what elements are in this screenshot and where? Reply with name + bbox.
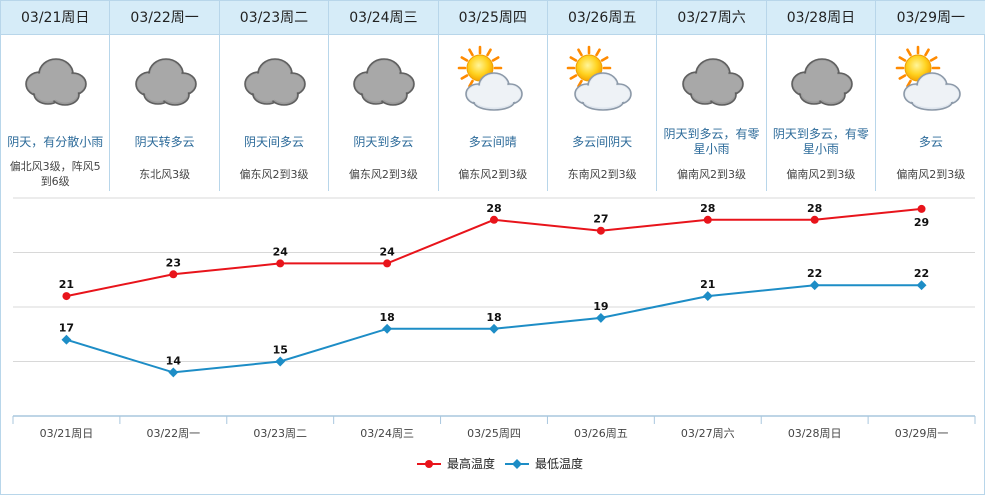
day-weather-desc: 阴天到多云，有零星小雨 xyxy=(772,127,869,156)
day-wind: 东北风3级 xyxy=(139,167,191,181)
low-temp-point xyxy=(809,280,820,291)
day-date: 03/29周一 xyxy=(876,1,985,35)
day-weather-desc: 阴天到多云，有零星小雨 xyxy=(663,127,760,156)
day-weather-desc: 阴天到多云 xyxy=(353,134,414,149)
high-temp-label: 27 xyxy=(593,213,608,226)
high-temp-label: 24 xyxy=(273,245,289,258)
legend-low-marker xyxy=(512,459,522,469)
high-temp-label: 24 xyxy=(379,245,395,258)
day-wind: 偏南风2到3级 xyxy=(786,167,856,181)
low-temp-point xyxy=(595,312,606,323)
low-temp-point xyxy=(168,367,179,378)
overcast-cloud-icon xyxy=(1,35,109,127)
day-wind: 偏南风2到3级 xyxy=(677,167,747,181)
day-wind: 偏东风2到3级 xyxy=(239,167,309,181)
day-date: 03/27周六 xyxy=(657,1,766,35)
sun-cloud-icon xyxy=(548,35,656,127)
day-column-6: 03/26周五 多云间阴天 东南风2到3级 xyxy=(547,1,658,191)
day-columns: 03/21周日 阴天，有分散小雨 偏北风3级，阵风5到6级 03/22周一 xyxy=(1,1,985,191)
high-temp-point xyxy=(276,259,285,268)
overcast-cloud-icon xyxy=(657,35,765,127)
day-wind: 偏北风3级，阵风5到6级 xyxy=(9,160,101,188)
high-temp-point xyxy=(917,204,926,213)
x-tick-label: 03/21周日 xyxy=(40,427,94,440)
low-temp-label: 19 xyxy=(593,300,608,313)
day-wind: 偏东风2到3级 xyxy=(348,167,418,181)
day-column-5: 03/25周四 多云间晴 偏东风2到3级 xyxy=(438,1,548,191)
high-temp-label: 28 xyxy=(807,202,822,215)
day-column-7: 03/27周六 阴天到多云，有零星小雨 偏南风2到3级 xyxy=(657,1,767,191)
day-weather-desc: 阴天转多云 xyxy=(134,134,195,149)
x-tick-label: 03/22周一 xyxy=(146,427,200,440)
high-temp-point xyxy=(169,270,178,279)
day-date: 03/28周日 xyxy=(766,1,876,35)
low-temp-label: 22 xyxy=(807,267,822,280)
x-tick-label: 03/25周四 xyxy=(467,427,521,440)
overcast-cloud-icon xyxy=(110,35,218,127)
day-weather-desc: 多云间阴天 xyxy=(572,134,633,149)
x-tick-label: 03/29周一 xyxy=(895,427,949,440)
day-wind: 偏东风2到3级 xyxy=(458,167,528,181)
low-temp-label: 18 xyxy=(486,311,501,324)
day-column-2: 03/22周一 阴天转多云 东北风3级 xyxy=(110,1,220,191)
sun-cloud-icon xyxy=(439,35,547,127)
day-date: 03/22周一 xyxy=(110,1,219,35)
legend-high-marker xyxy=(425,460,433,468)
high-temp-point xyxy=(62,292,71,301)
high-temp-label: 28 xyxy=(486,202,501,215)
day-column-1: 03/21周日 阴天，有分散小雨 偏北风3级，阵风5到6级 xyxy=(1,1,111,191)
day-date: 03/23周二 xyxy=(219,1,329,35)
high-temp-label: 29 xyxy=(914,216,929,229)
high-temp-point xyxy=(810,215,819,224)
day-column-9: 03/29周一 多云 偏南风2到3级 xyxy=(876,1,985,191)
low-temp-point xyxy=(275,356,286,367)
day-date: 03/26周五 xyxy=(547,1,657,35)
x-tick-label: 03/28周日 xyxy=(788,427,842,440)
temperature-chart-svg: 03/21周日 03/22周一 03/23周二 03/24周三 03/25周四 03/26… xyxy=(12,197,976,471)
day-date: 03/21周日 xyxy=(1,1,110,35)
low-temp-point xyxy=(702,291,713,302)
day-column-3: 03/23周二 阴天间多云 偏东风2到3级 xyxy=(219,1,330,191)
low-temp-label: 22 xyxy=(914,267,929,280)
day-column-8: 03/28周日 阴天到多云，有零星小雨 偏南风2到3级 xyxy=(766,1,877,191)
high-temp-label: 28 xyxy=(700,202,715,215)
legend-high-label: 最高温度 xyxy=(447,456,495,471)
high-temp-point xyxy=(596,226,605,235)
legend-low-label: 最低温度 xyxy=(535,456,583,471)
day-column-4: 03/24周三 阴天到多云 偏东风2到3级 xyxy=(329,1,439,191)
high-temp-label: 23 xyxy=(166,256,181,269)
low-temp-point xyxy=(61,334,72,345)
low-temp-label: 17 xyxy=(59,322,74,335)
overcast-cloud-icon xyxy=(220,35,328,127)
day-date: 03/24周三 xyxy=(329,1,438,35)
high-temp-label: 21 xyxy=(59,278,74,291)
high-temp-point xyxy=(490,215,498,224)
high-temp-point xyxy=(383,259,392,268)
day-wind: 东南风2到3级 xyxy=(567,167,637,181)
low-temp-label: 14 xyxy=(166,354,182,367)
temperature-chart: 03/21周日 03/22周一 03/23周二 03/24周三 03/25周四 03/26… xyxy=(12,197,976,486)
low-temp-point xyxy=(916,280,927,291)
low-temp-label: 18 xyxy=(379,311,394,324)
x-tick-label: 03/27周六 xyxy=(681,427,735,440)
day-wind: 偏南风2到3级 xyxy=(896,167,966,181)
low-temp-label: 21 xyxy=(700,278,715,291)
sun-cloud-icon xyxy=(876,35,985,127)
low-temp-label: 15 xyxy=(273,344,288,357)
x-tick-label: 03/23周二 xyxy=(253,427,307,440)
high-temp-point xyxy=(703,215,712,224)
overcast-cloud-icon xyxy=(329,35,437,127)
day-weather-desc: 阴天，有分散小雨 xyxy=(7,134,104,149)
x-tick-label: 03/26周五 xyxy=(574,427,628,440)
low-temp-point xyxy=(489,323,499,334)
day-weather-desc: 多云 xyxy=(918,134,943,149)
day-weather-desc: 阴天间多云 xyxy=(243,134,304,149)
low-temp-point xyxy=(382,323,393,334)
x-tick-label: 03/24周三 xyxy=(360,427,414,440)
overcast-cloud-icon xyxy=(767,35,875,127)
day-date: 03/25周四 xyxy=(438,1,547,35)
day-weather-desc: 多云间晴 xyxy=(468,134,517,149)
